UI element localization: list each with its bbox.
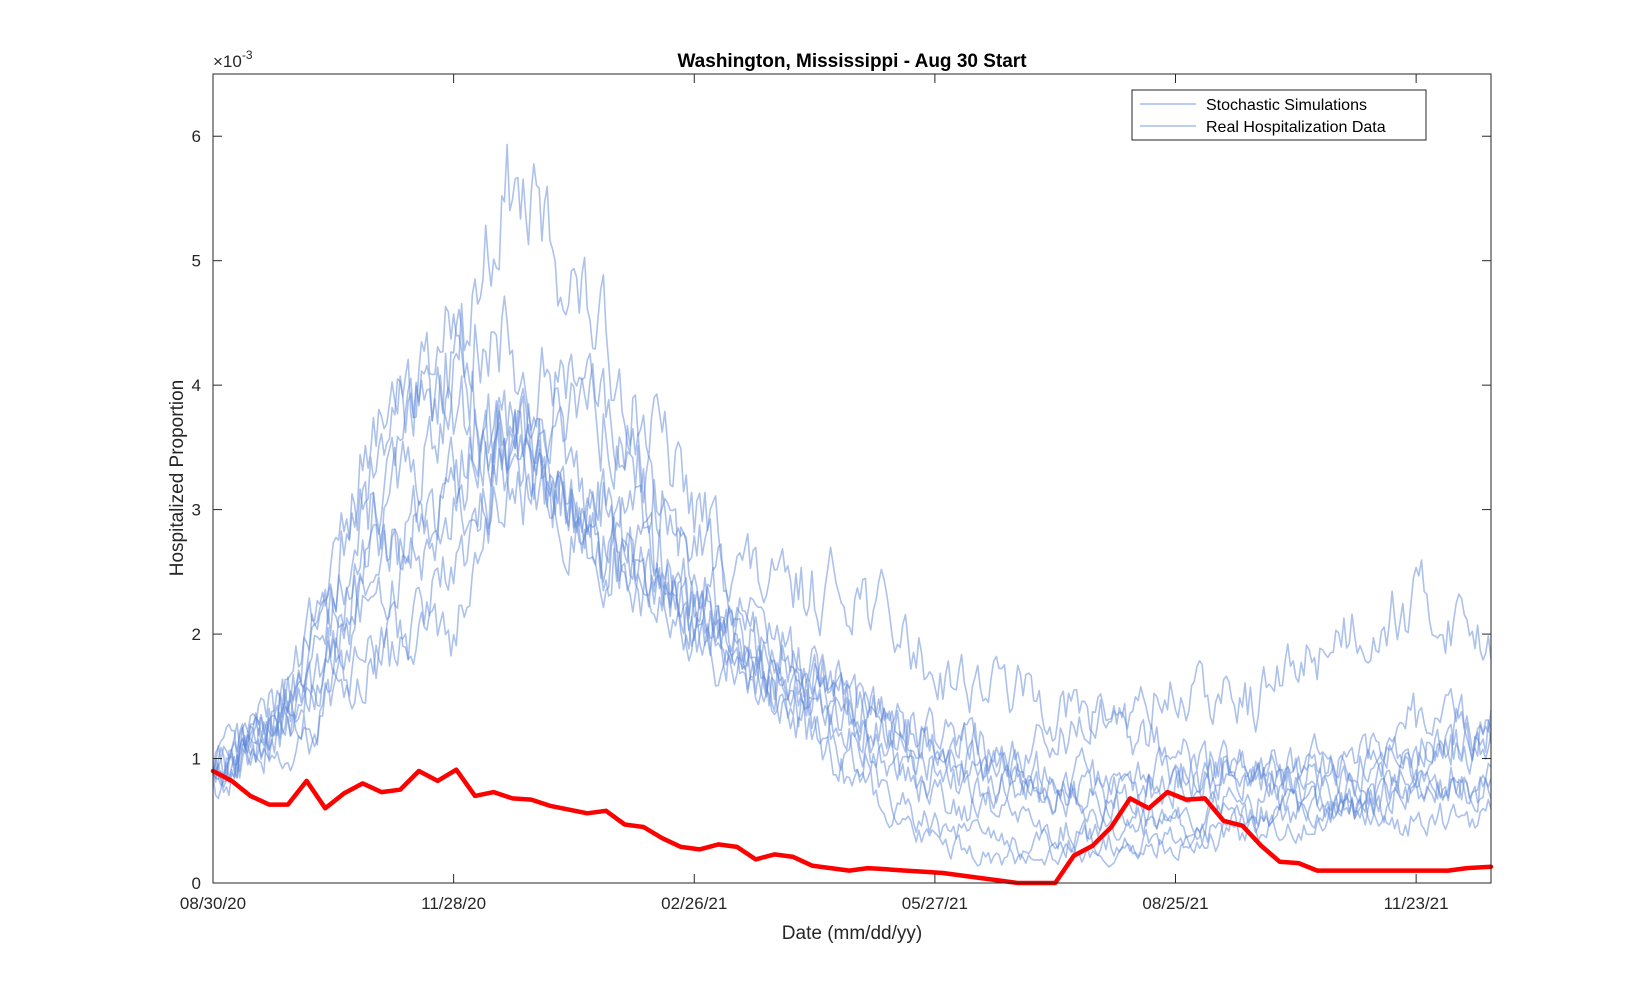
series-layer <box>210 143 1494 886</box>
y-exponent-power: -3 <box>242 48 253 62</box>
y-tick-label: 6 <box>192 127 201 146</box>
y-tick-label: 4 <box>192 376 201 395</box>
x-tick-label: 05/27/21 <box>902 894 968 913</box>
x-tick-label: 11/23/21 <box>1384 894 1449 913</box>
x-tick-label: 08/25/21 <box>1142 894 1208 913</box>
series-line-simulation-9 <box>212 387 1492 868</box>
y-tick-label: 3 <box>192 501 201 520</box>
x-tick-label: 08/30/20 <box>180 894 246 913</box>
y-tick-label: 5 <box>192 252 201 271</box>
axes-box <box>212 73 1492 884</box>
y-exponent-label: ×10-3 <box>213 48 253 71</box>
series-line-simulation-4 <box>212 352 1492 802</box>
y-axis-title: Hospitalized Proportion <box>167 380 188 576</box>
x-tick-label: 11/28/20 <box>421 894 486 913</box>
y-tick-label: 2 <box>192 625 201 644</box>
x-axis-title: Date (mm/dd/yy) <box>782 923 922 944</box>
y-exponent-base: ×10 <box>213 52 242 71</box>
series-line-simulation-8 <box>212 308 1492 822</box>
chart-title: Washington, Mississippi - Aug 30 Start <box>677 51 1027 72</box>
series-line-real-hospitalization <box>210 767 1494 886</box>
x-tick-label: 02/26/21 <box>661 894 727 913</box>
y-tick-label: 0 <box>192 874 201 893</box>
axes-layer: 0 1 2 3 4 5 6 08/30/20 11/28/20 02/26/21 05/27/21 0… <box>180 73 1492 913</box>
series-line-simulation-2 <box>212 295 1492 801</box>
legend-label-real: Real Hospitalization Data <box>1206 119 1386 136</box>
series-line-simulation-1 <box>212 143 1492 788</box>
y-tick-label: 1 <box>192 750 201 769</box>
legend-label-simulations: Stochastic Simulations <box>1206 97 1367 114</box>
series-line-simulation-6 <box>212 421 1492 862</box>
series-line-simulation-7 <box>212 434 1492 850</box>
legend: Stochastic Simulations Real Hospitalizat… <box>1131 89 1427 141</box>
legend-box <box>1131 89 1427 141</box>
